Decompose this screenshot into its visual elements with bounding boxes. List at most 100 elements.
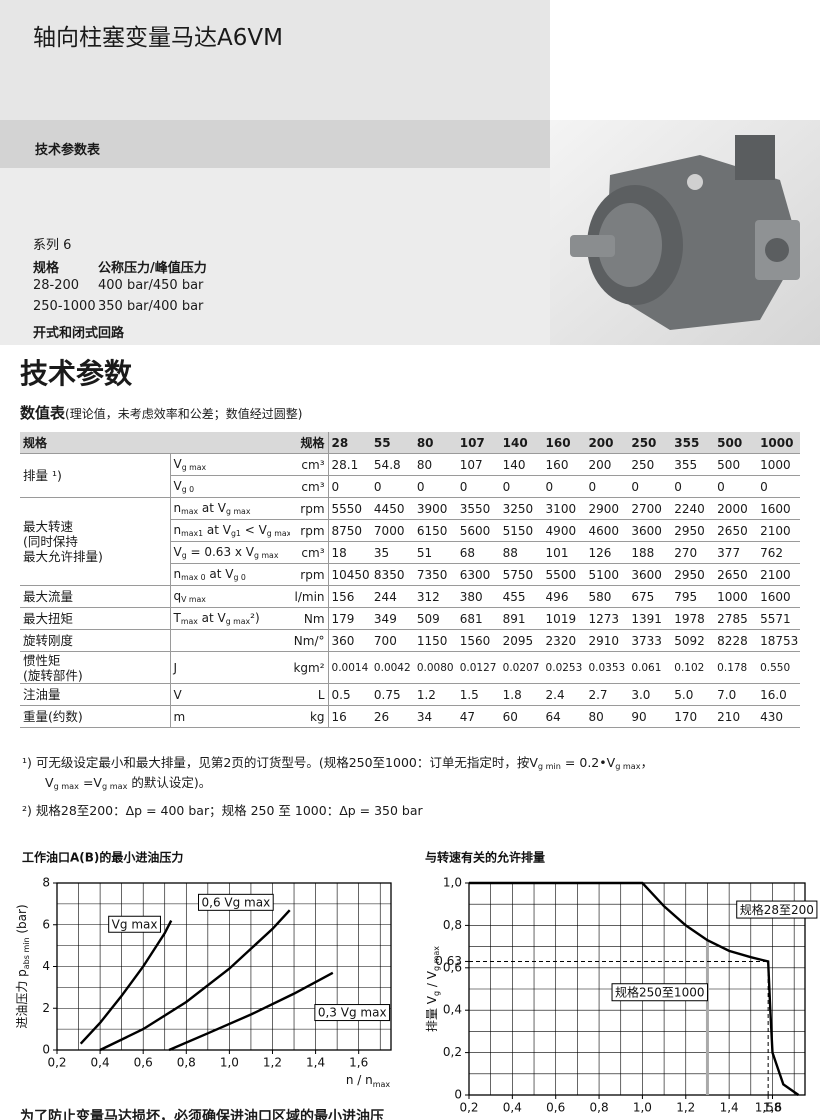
chart-title: 工作油口A(B)的最小进油压力 bbox=[22, 850, 183, 865]
data-line bbox=[79, 920, 173, 1045]
symbol: J bbox=[169, 651, 291, 684]
caption-note: (理论值，未考虑效率和公差；数值经过圆整) bbox=[65, 407, 303, 421]
subscript: g max bbox=[101, 781, 128, 792]
header-row: 规格 规格 28 55 80 107 140 160 200 250 355 500 1000 bbox=[20, 432, 800, 454]
value-cell: 1273 bbox=[585, 607, 629, 630]
table-row: 排量 ¹) Vg max cm³ 28.1 54.8 80 107 140 160 200 250 3… bbox=[20, 453, 800, 498]
value-cell: 2650 bbox=[714, 519, 758, 542]
value-cell: 179 bbox=[328, 607, 371, 630]
symbol: Vg 0 bbox=[169, 475, 291, 498]
value-cell: 1600 bbox=[757, 585, 800, 608]
annotation-box bbox=[611, 983, 708, 1002]
text-part: q bbox=[173, 589, 182, 604]
x-tick-label: 1,4 bbox=[306, 1056, 325, 1070]
group-label: 重量(约数) bbox=[20, 705, 170, 728]
value-cell: 2785 bbox=[714, 607, 758, 630]
value-cell: 355 bbox=[671, 453, 715, 476]
subscript: g min bbox=[537, 761, 561, 772]
group-label: 注油量 bbox=[20, 683, 170, 706]
value-cell: 700 bbox=[370, 629, 414, 652]
group-label: 排量 ¹) bbox=[20, 453, 170, 498]
value-cell: 430 bbox=[757, 705, 800, 728]
value-cell: 0 bbox=[757, 475, 800, 498]
value-cell: 7350 bbox=[413, 563, 457, 586]
product-photo bbox=[550, 120, 820, 345]
size-cell: 500 bbox=[714, 432, 758, 454]
value-cell: 6150 bbox=[413, 519, 457, 542]
value-cell: 51 bbox=[413, 541, 457, 564]
value-cell: 0 bbox=[328, 475, 371, 498]
value-cell: 250 bbox=[628, 453, 672, 476]
text-part: n / n bbox=[346, 1073, 373, 1087]
subscript: g bbox=[432, 991, 441, 996]
value-cell: 5600 bbox=[456, 519, 500, 542]
symbol: V bbox=[169, 683, 291, 706]
group-label-line: 惯性矩 bbox=[23, 652, 61, 668]
y-tick-label: 0 bbox=[454, 1088, 462, 1102]
text-part: < V bbox=[240, 523, 267, 538]
value-cell: 80 bbox=[585, 705, 629, 728]
value-cell: 1.5 bbox=[456, 683, 500, 706]
value-cell: 2240 bbox=[671, 497, 715, 520]
subscript: g max bbox=[226, 506, 251, 516]
value-cell: 2095 bbox=[499, 629, 543, 652]
value-cell: 0.178 bbox=[714, 651, 758, 684]
value-cell: 0.0014 bbox=[328, 651, 371, 684]
value-cell: 4600 bbox=[585, 519, 629, 542]
value-cell: 0 bbox=[542, 475, 586, 498]
value-cell: 6300 bbox=[456, 563, 500, 586]
y-axis-label: 进油压力 pabs min (bar) bbox=[15, 904, 32, 1028]
y-axis-label: 排量 Vg / Vg max bbox=[425, 946, 442, 1032]
subscript: max bbox=[181, 506, 199, 516]
value-cell: 0.0253 bbox=[542, 651, 586, 684]
subscript: g max bbox=[254, 550, 279, 560]
header-band bbox=[0, 0, 550, 120]
value-cell: 3600 bbox=[628, 519, 672, 542]
value-cell: 126 bbox=[585, 541, 629, 564]
title: 轴向柱塞变量马达A6VM bbox=[33, 25, 283, 51]
y-tick-label: 8 bbox=[42, 876, 50, 890]
value-cell: 80 bbox=[413, 453, 457, 476]
y-tick-label: 0,2 bbox=[443, 1045, 462, 1059]
group-label-line: 最大转速 bbox=[23, 519, 74, 534]
x-tick-label: 1,58 bbox=[755, 1101, 782, 1115]
text-part: m bbox=[173, 709, 186, 724]
size-cell: 250 bbox=[628, 432, 672, 454]
text-part: at V bbox=[198, 501, 227, 516]
symbol: nmax at Vg max bbox=[169, 497, 291, 520]
value-cell: 88 bbox=[499, 541, 543, 564]
group-label: 最大流量 bbox=[20, 585, 170, 608]
subscript: g max bbox=[266, 528, 291, 538]
value-cell: 7000 bbox=[370, 519, 414, 542]
value-cell: 210 bbox=[714, 705, 758, 728]
unit: kgm² bbox=[290, 651, 329, 684]
value-cell: 5571 bbox=[757, 607, 800, 630]
subscript: g max bbox=[615, 761, 641, 772]
text-part: n bbox=[173, 567, 182, 582]
table-row: nmax 0 at Vg 0 rpm 10450 8350 7350 6300 5750 55… bbox=[20, 563, 800, 586]
value-cell: 5500 bbox=[542, 563, 586, 586]
series-label: 0,3 Vg max bbox=[318, 1006, 387, 1020]
value-cell: 10450 bbox=[328, 563, 371, 586]
x-tick-label: 1,6 bbox=[349, 1056, 368, 1070]
value-cell: 4450 bbox=[370, 497, 414, 520]
group-label-line: 旋转刚度 bbox=[23, 633, 74, 648]
value-cell: 200 bbox=[585, 453, 629, 476]
annotation-box bbox=[736, 900, 818, 919]
table-row: 注油量 V L 0.5 0.75 1.2 1.5 1.8 2.4 2.7 3.0 5.0 7.0 16.0 bbox=[20, 683, 800, 706]
group-label-line: 注油量 bbox=[23, 687, 61, 702]
subscript: g max bbox=[181, 462, 207, 472]
text-part: V bbox=[45, 775, 54, 790]
series-label: 系列 6 bbox=[33, 238, 72, 253]
value-cell: 1978 bbox=[671, 607, 715, 630]
value-cell: 1.8 bbox=[499, 683, 543, 706]
value-cell: 4900 bbox=[542, 519, 586, 542]
unit: cm³ bbox=[290, 453, 329, 476]
text-part: at V bbox=[203, 523, 231, 538]
group-label-line: (同时保持 bbox=[23, 534, 78, 549]
group-label: 最大扭矩 bbox=[20, 607, 170, 630]
y-tick-label: 2 bbox=[42, 1001, 50, 1015]
label-box bbox=[108, 915, 161, 933]
value-cell: 3600 bbox=[628, 563, 672, 586]
